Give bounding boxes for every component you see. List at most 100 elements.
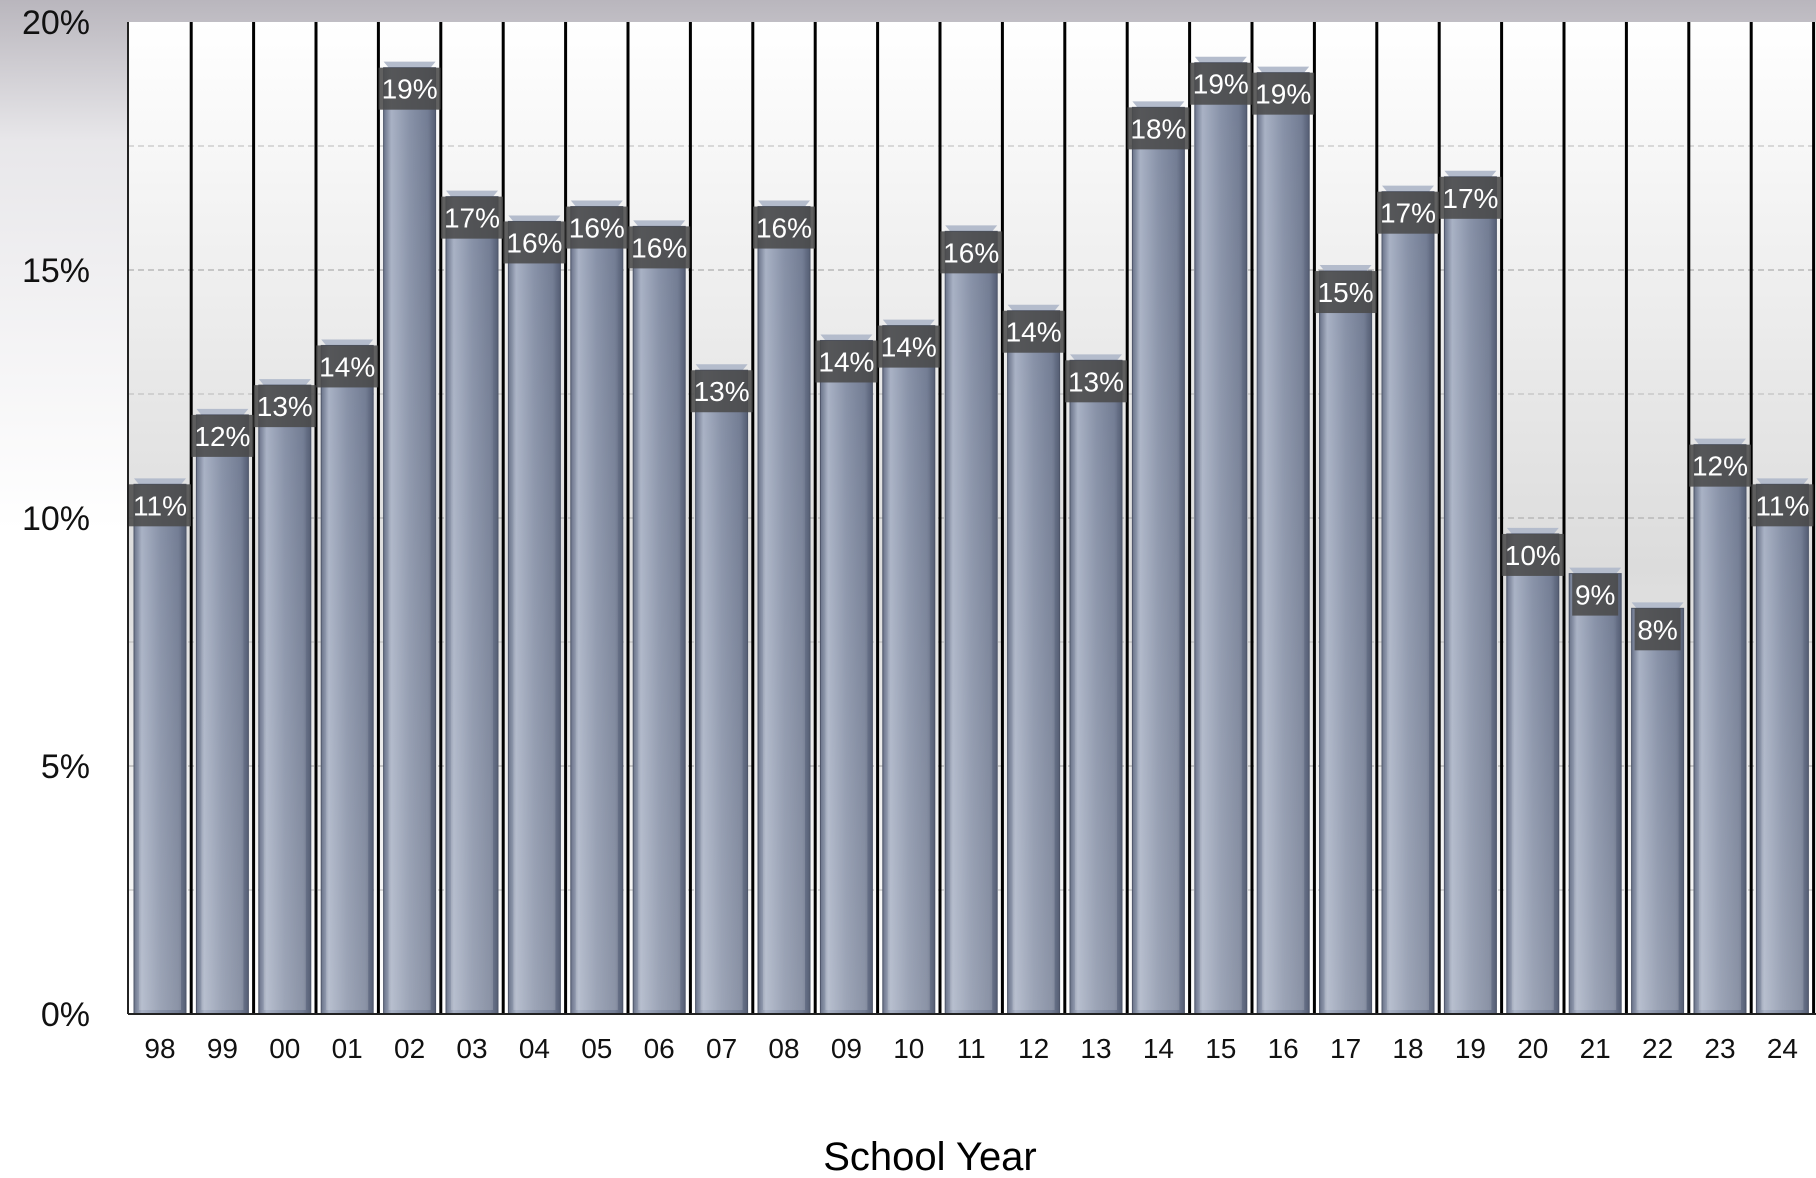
data-label-text: 15%	[1318, 277, 1374, 308]
data-label-text: 14%	[881, 332, 937, 363]
data-label-14: 18%	[1127, 107, 1190, 150]
data-label-box	[129, 484, 191, 527]
data-label-17: 15%	[1314, 271, 1377, 314]
bar-19	[1443, 170, 1497, 1015]
data-label-box	[1572, 573, 1619, 616]
bar-bevel-top	[758, 200, 810, 207]
data-label-text: 16%	[943, 237, 999, 268]
x-tick-label: 11	[957, 1033, 986, 1064]
data-label-text: 19%	[1255, 79, 1311, 110]
bar-bevel-top	[1070, 354, 1122, 361]
data-label-box	[316, 345, 379, 388]
data-label-11: 16%	[940, 231, 1003, 274]
x-tick-label: 16	[1268, 1033, 1299, 1064]
data-label-box	[1751, 484, 1814, 527]
x-tick-label: 03	[456, 1033, 487, 1064]
data-label-box	[1002, 310, 1065, 353]
x-tick-label: 99	[207, 1033, 238, 1064]
data-label-20: 10%	[1501, 533, 1564, 576]
data-label-06: 16%	[628, 226, 691, 269]
bar-bevel-top	[1319, 265, 1372, 272]
bar-sheen	[763, 206, 805, 1010]
x-tick-label: 21	[1580, 1033, 1611, 1064]
bar-12	[1007, 304, 1061, 1015]
data-label-box	[628, 226, 691, 269]
data-label-24: 11%	[1751, 484, 1814, 527]
y-tick-label: 0%	[41, 996, 90, 1034]
bar-03	[445, 190, 499, 1015]
bar-sheen	[825, 340, 868, 1011]
bar-bevel-top	[633, 220, 686, 227]
data-label-text: 13%	[694, 376, 750, 407]
x-tick-label: 23	[1704, 1033, 1735, 1064]
bar-sheen	[1636, 608, 1679, 1010]
data-label-text: 16%	[631, 232, 687, 263]
data-label-box	[378, 67, 441, 110]
data-label-text: 18%	[1130, 113, 1186, 144]
data-label-text: 17%	[444, 203, 500, 234]
bar-bevel-top	[508, 215, 561, 222]
bar-15	[1194, 56, 1248, 1015]
bar-sheen	[263, 385, 306, 1010]
bar-sheen	[1449, 176, 1492, 1011]
data-label-00: 13%	[253, 385, 316, 428]
y-tick-label: 20%	[22, 4, 90, 42]
bar-14	[1131, 101, 1185, 1015]
bar-sheen	[1075, 360, 1117, 1010]
data-label-box	[940, 231, 1003, 274]
data-label-22: 8%	[1634, 608, 1681, 651]
data-label-02: 19%	[378, 67, 441, 110]
data-label-text: 12%	[1692, 451, 1748, 482]
bar-sheen	[575, 206, 618, 1010]
bar-05	[570, 200, 624, 1015]
bar-bevel-top	[1382, 185, 1434, 192]
bar-bevel-top	[1132, 101, 1185, 108]
bar-sheen	[1699, 444, 1741, 1010]
x-axis-ticks: 98 99 00 01 02 03 04 05 06 07 08 09 10 11 12 13 14 15 16 17…	[144, 1033, 1798, 1064]
data-label-text: 8%	[1637, 614, 1677, 645]
bar-23	[1693, 438, 1747, 1015]
bar-sheen	[1199, 62, 1242, 1011]
x-tick-label: 15	[1205, 1033, 1236, 1064]
data-label-text: 19%	[1193, 69, 1249, 100]
bar-bevel-top	[196, 408, 249, 415]
data-label-01: 14%	[316, 345, 379, 388]
data-label-box	[565, 206, 628, 249]
data-label-text: 17%	[1380, 198, 1436, 229]
data-label-box	[1689, 444, 1751, 487]
data-label-text: 16%	[506, 227, 562, 258]
bar-bevel-top	[882, 319, 935, 326]
data-label-98: 11%	[129, 484, 191, 527]
x-axis-title: School Year	[823, 1135, 1037, 1178]
bar-sheen	[139, 484, 181, 1010]
bar-sheen	[1012, 310, 1055, 1011]
data-label-13: 13%	[1065, 360, 1127, 403]
bar-00	[258, 379, 312, 1015]
bar-sheen	[638, 226, 681, 1010]
bar-bevel-top	[695, 364, 748, 371]
bar-bevel-top	[945, 225, 998, 232]
x-tick-label: 17	[1330, 1033, 1361, 1064]
x-tick-label: 10	[893, 1033, 924, 1064]
bar-01	[320, 339, 374, 1015]
x-tick-label: 04	[519, 1033, 550, 1064]
data-label-box	[191, 414, 254, 457]
data-label-box	[1127, 107, 1190, 150]
bar-06	[632, 220, 686, 1015]
x-tick-label: 06	[644, 1033, 675, 1064]
data-label-19: 17%	[1439, 176, 1502, 219]
data-label-text: 16%	[756, 213, 812, 244]
data-label-text: 10%	[1505, 540, 1561, 571]
data-label-box	[1189, 62, 1252, 105]
bar-bevel-top	[1257, 66, 1310, 73]
data-label-box	[441, 196, 503, 239]
bar-99	[195, 408, 249, 1015]
bar-bevel-top	[446, 190, 498, 197]
bar-11	[944, 225, 998, 1015]
data-label-text: 14%	[319, 351, 375, 382]
bar-bevel-top	[383, 61, 436, 68]
bars	[133, 56, 1809, 1015]
bar-bevel-top	[1756, 478, 1809, 485]
data-label-box	[1065, 360, 1127, 403]
bar-sheen	[1511, 533, 1554, 1010]
